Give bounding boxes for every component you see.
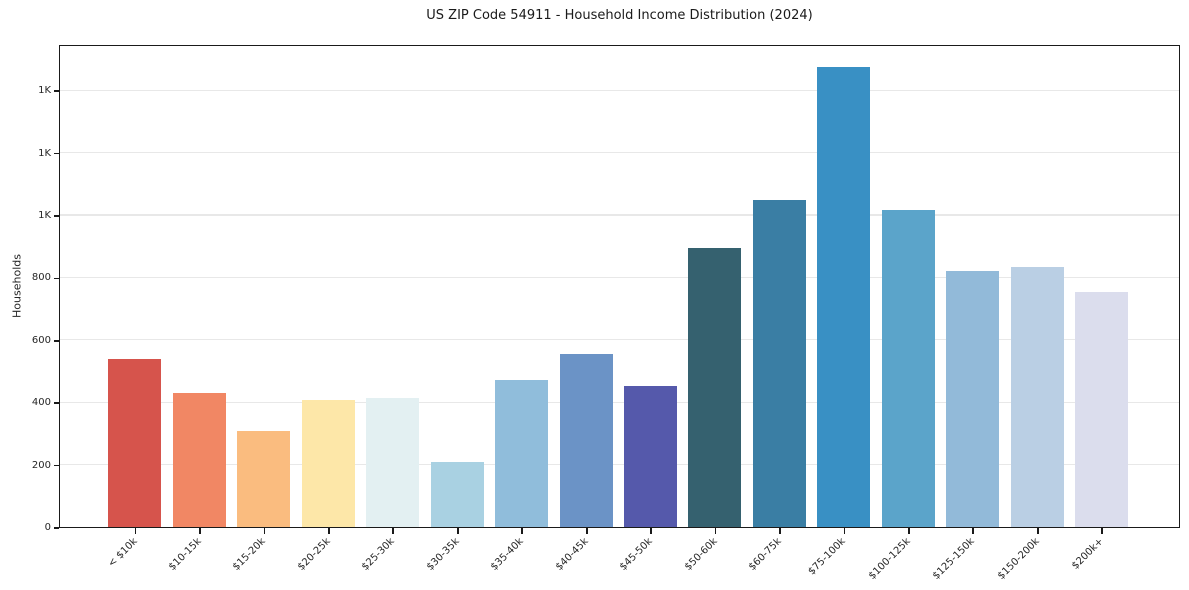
x-tick-mark xyxy=(650,528,652,534)
x-tick-mark xyxy=(972,528,975,534)
x-tick-mark xyxy=(843,528,846,534)
y-tick-mark xyxy=(54,402,59,404)
gridline xyxy=(60,89,1179,91)
y-tick-label: 400 xyxy=(31,397,51,409)
plot-area xyxy=(59,45,1180,528)
bar xyxy=(688,248,742,527)
chart-title: US ZIP Code 54911 - Household Income Dis… xyxy=(426,8,813,23)
x-tick-mark xyxy=(456,528,459,534)
bar xyxy=(172,393,226,527)
gridline xyxy=(60,276,1179,278)
y-tick-label: 1K xyxy=(38,209,51,221)
gridline xyxy=(60,401,1179,403)
x-tick-mark xyxy=(327,528,330,534)
y-tick-label: 600 xyxy=(31,334,51,346)
y-tick-label: 800 xyxy=(31,272,51,284)
y-tick-label: 200 xyxy=(31,459,51,471)
bar xyxy=(108,358,162,527)
x-tick-mark xyxy=(199,528,201,534)
gridline xyxy=(60,152,1179,154)
x-tick-mark xyxy=(714,528,717,534)
bar xyxy=(301,400,355,527)
bar xyxy=(366,398,420,527)
bar xyxy=(881,210,935,527)
bar xyxy=(752,200,806,527)
bar xyxy=(946,271,1000,527)
x-tick-mark xyxy=(1036,528,1039,534)
x-tick-mark xyxy=(134,528,137,534)
gridline xyxy=(60,339,1179,341)
y-tick-mark xyxy=(54,277,59,280)
y-tick-mark xyxy=(54,215,59,217)
bar xyxy=(624,386,677,527)
bar xyxy=(817,67,871,527)
x-tick-mark xyxy=(392,528,395,534)
y-tick-mark xyxy=(54,339,59,342)
y-tick-mark xyxy=(54,464,59,467)
bar xyxy=(237,431,291,527)
y-tick-label: 1K xyxy=(38,147,51,159)
gridline xyxy=(60,214,1179,216)
x-tick-mark xyxy=(521,528,524,534)
x-tick-mark xyxy=(263,528,266,534)
bar xyxy=(495,380,549,527)
x-tick-mark xyxy=(779,528,781,534)
bar xyxy=(1075,292,1129,527)
y-tick-label: 0 xyxy=(44,522,51,533)
x-tick-mark xyxy=(585,528,588,534)
gridline xyxy=(60,464,1179,466)
x-tick-label: < $10k xyxy=(105,536,140,570)
x-tick-mark xyxy=(908,528,910,534)
bar xyxy=(559,353,613,527)
y-tick-mark xyxy=(54,152,59,155)
y-tick-mark xyxy=(54,90,59,92)
bar xyxy=(430,462,484,527)
y-tick-label: 1K xyxy=(38,85,51,97)
x-tick-mark xyxy=(1101,528,1104,534)
y-axis-label: Households xyxy=(10,254,24,318)
y-tick-mark xyxy=(54,527,59,529)
bar xyxy=(1010,267,1064,527)
